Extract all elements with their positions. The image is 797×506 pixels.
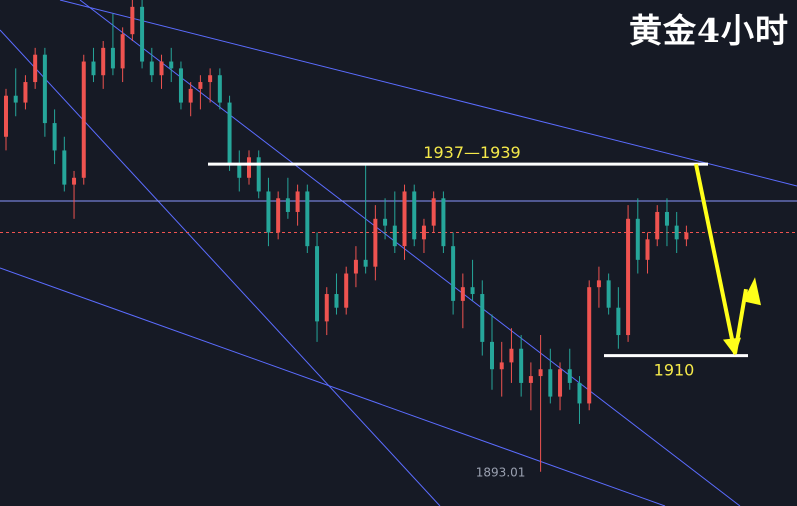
candle-body xyxy=(101,47,106,76)
candle-body xyxy=(13,95,18,103)
candle-body xyxy=(383,218,388,226)
candle-body xyxy=(451,246,456,301)
candle-body xyxy=(490,341,494,370)
candle-body xyxy=(480,294,485,342)
candle-body xyxy=(412,191,417,240)
candle-body xyxy=(470,287,475,295)
candle-body xyxy=(334,294,339,308)
candle-body xyxy=(548,369,553,397)
candle-body xyxy=(587,287,592,404)
candle-body xyxy=(577,382,582,404)
candle-body xyxy=(110,47,115,69)
arrow-head-up xyxy=(743,277,761,306)
candle-body xyxy=(441,198,446,247)
candle-body xyxy=(52,123,57,151)
candle-body xyxy=(276,198,281,233)
arrow-head-down xyxy=(723,337,741,356)
candle-body xyxy=(285,198,290,212)
candle-body xyxy=(538,369,543,377)
candle-body xyxy=(645,239,650,260)
candle-body xyxy=(431,198,436,226)
candle-body xyxy=(596,280,601,288)
candle-body xyxy=(217,75,222,103)
forecast-arrow xyxy=(694,163,761,356)
candle-body xyxy=(33,54,38,83)
candle-body xyxy=(178,68,183,103)
trendline xyxy=(0,267,666,506)
candle-body xyxy=(227,102,232,165)
candle-body xyxy=(130,6,135,35)
chart-title: 黄金4小时 xyxy=(629,11,789,50)
candle-body xyxy=(4,95,8,137)
candle-body xyxy=(421,225,426,240)
candle-body xyxy=(72,177,77,185)
candle-body xyxy=(91,61,96,76)
candle-body xyxy=(635,218,640,260)
candle-body xyxy=(324,294,329,322)
candle-body xyxy=(616,307,621,336)
candle-body xyxy=(606,280,611,308)
candle-body xyxy=(305,191,310,247)
candle-body xyxy=(674,225,679,240)
candle-body xyxy=(140,6,145,62)
candle-body xyxy=(460,287,465,301)
candle-body xyxy=(120,34,125,69)
candle-body xyxy=(558,369,563,397)
candle-body xyxy=(626,218,631,336)
candle-body xyxy=(266,191,271,233)
candle-body xyxy=(567,369,572,383)
candle-body xyxy=(509,348,514,363)
candle-body xyxy=(402,191,407,247)
candle-body xyxy=(159,61,164,76)
candle-body xyxy=(344,273,349,308)
candle-body xyxy=(499,362,504,370)
candle-body xyxy=(528,376,533,383)
trendline xyxy=(79,0,741,506)
candle-body xyxy=(247,157,251,178)
candle-body xyxy=(81,61,86,178)
candle-body xyxy=(62,150,67,185)
candle-body xyxy=(188,88,193,103)
trendline xyxy=(0,29,441,506)
candle-body xyxy=(237,164,242,178)
candle-body xyxy=(208,75,213,83)
support-label: 1910 xyxy=(654,361,695,380)
forecast-path xyxy=(694,163,748,354)
resistance-label: 1937—1939 xyxy=(423,143,520,162)
trendline xyxy=(59,0,797,187)
candle-body xyxy=(23,82,28,103)
candle-body xyxy=(655,211,660,240)
candle-body xyxy=(42,54,47,124)
candle-body xyxy=(295,191,300,212)
candle-body xyxy=(664,211,669,226)
candle-body xyxy=(353,259,358,274)
candle-body xyxy=(315,246,320,322)
candle-body xyxy=(198,82,203,89)
candle-body xyxy=(169,61,174,69)
candle-body xyxy=(684,232,689,240)
candles xyxy=(4,0,689,472)
candle-body xyxy=(363,259,368,267)
candle-body xyxy=(256,157,261,192)
candle-body xyxy=(519,348,524,383)
candle-body xyxy=(392,225,397,247)
candle-body xyxy=(149,61,154,76)
candle-body xyxy=(373,218,378,267)
low-price-label: 1893.01 xyxy=(476,466,526,480)
